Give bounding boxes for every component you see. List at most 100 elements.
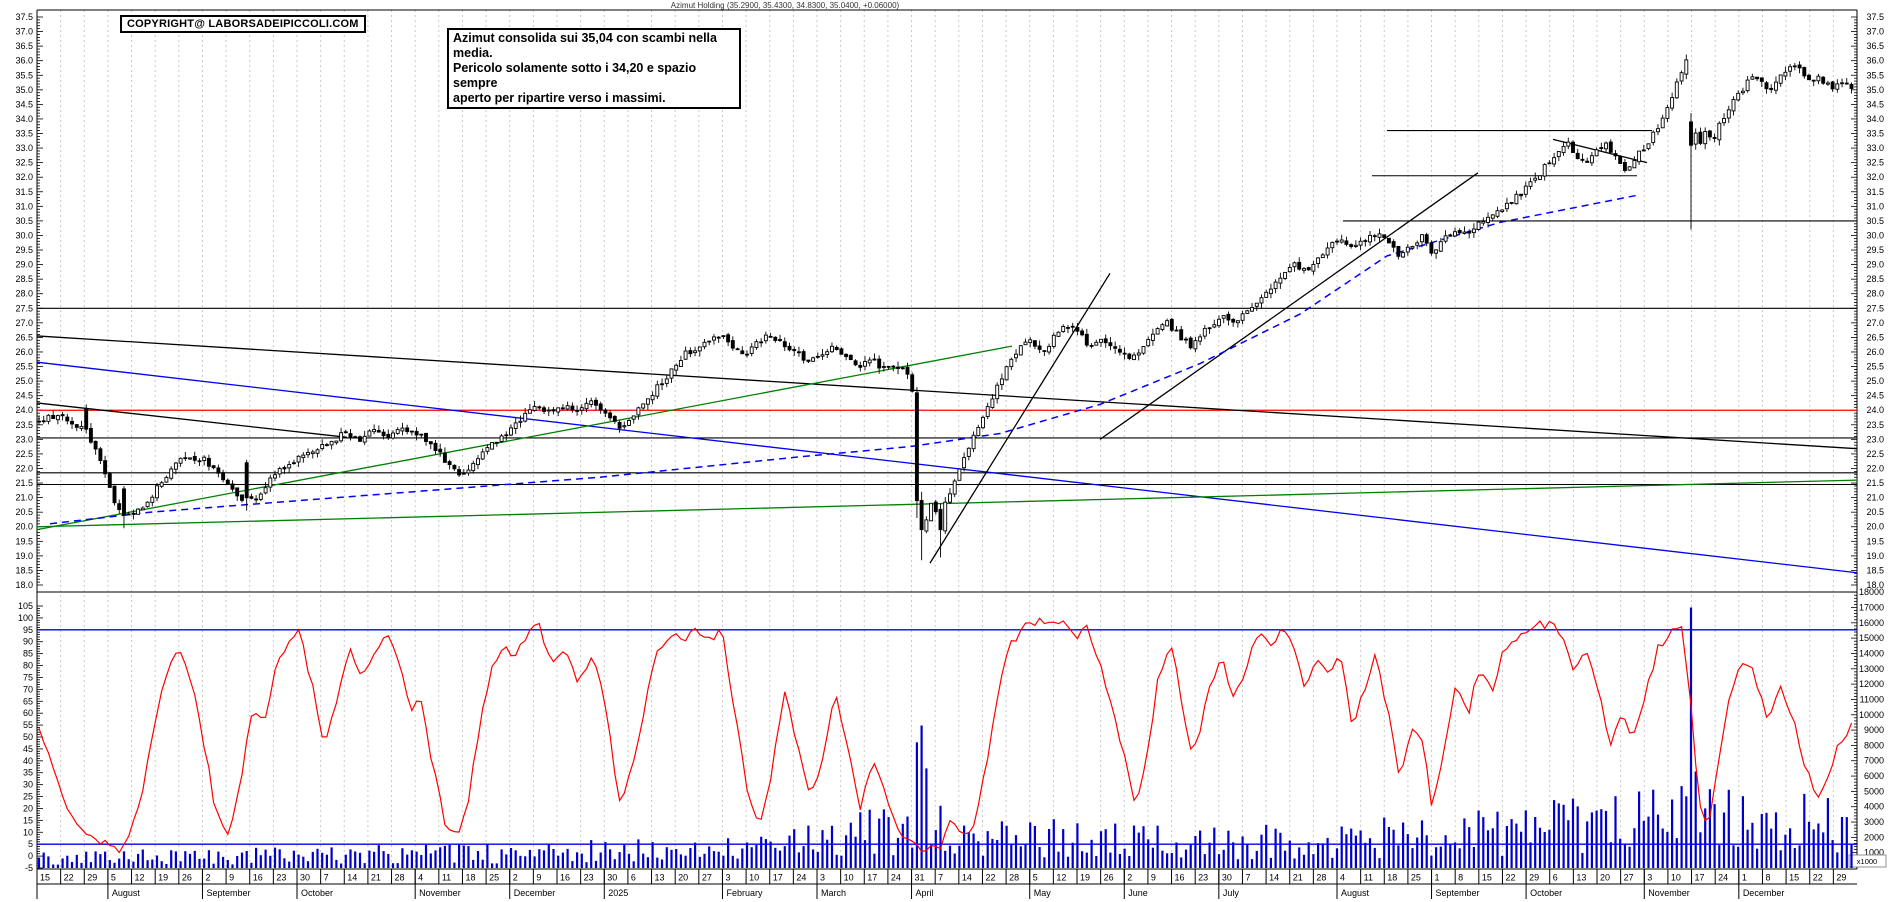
svg-text:August: August: [1341, 888, 1370, 898]
svg-text:30.0: 30.0: [15, 230, 33, 240]
svg-text:60: 60: [23, 708, 33, 718]
svg-text:21: 21: [371, 873, 381, 883]
svg-text:5000: 5000: [1864, 786, 1884, 796]
svg-text:August: August: [112, 888, 141, 898]
svg-text:March: March: [821, 888, 846, 898]
svg-text:37.5: 37.5: [15, 12, 33, 22]
svg-text:50: 50: [23, 732, 33, 742]
svg-text:24: 24: [1718, 873, 1728, 883]
svg-text:13000: 13000: [1859, 664, 1884, 674]
svg-text:20: 20: [1600, 873, 1610, 883]
svg-text:26.0: 26.0: [15, 347, 33, 357]
svg-text:23: 23: [1198, 873, 1208, 883]
svg-text:95: 95: [23, 625, 33, 635]
svg-text:27.0: 27.0: [1866, 318, 1884, 328]
svg-text:3000: 3000: [1864, 817, 1884, 827]
svg-text:23.0: 23.0: [1866, 434, 1884, 444]
price-axis: 18.0 18.0 18.5 18.5 19.0 19.0 19.5 19.5 20.0 20.0…: [15, 12, 1884, 590]
svg-text:30.5: 30.5: [15, 216, 33, 226]
svg-text:34.0: 34.0: [15, 114, 33, 124]
svg-text:34.0: 34.0: [1866, 114, 1884, 124]
svg-text:October: October: [301, 888, 333, 898]
svg-text:15000: 15000: [1859, 633, 1884, 643]
svg-text:15: 15: [1789, 873, 1799, 883]
svg-text:15: 15: [1482, 873, 1492, 883]
svg-text:29: 29: [1529, 873, 1539, 883]
svg-text:24: 24: [796, 873, 806, 883]
svg-text:25.5: 25.5: [15, 362, 33, 372]
svg-text:40: 40: [23, 756, 33, 766]
svg-text:23.0: 23.0: [15, 434, 33, 444]
svg-text:7: 7: [938, 873, 943, 883]
svg-text:28.5: 28.5: [15, 274, 33, 284]
svg-text:8: 8: [1765, 873, 1770, 883]
svg-text:14: 14: [962, 873, 972, 883]
copyright-box: COPYRIGHT@ LABORSADEIPICCOLI.COM: [120, 15, 366, 33]
svg-text:22: 22: [64, 873, 74, 883]
svg-text:12: 12: [1056, 873, 1066, 883]
svg-text:34.5: 34.5: [1866, 99, 1884, 109]
svg-text:23: 23: [584, 873, 594, 883]
svg-text:5: 5: [1033, 873, 1038, 883]
svg-text:November: November: [419, 888, 461, 898]
svg-text:20.0: 20.0: [1866, 522, 1884, 532]
svg-text:27: 27: [702, 873, 712, 883]
svg-text:31.5: 31.5: [1866, 187, 1884, 197]
svg-text:85: 85: [23, 649, 33, 659]
svg-text:26.0: 26.0: [1866, 347, 1884, 357]
svg-text:33.0: 33.0: [15, 143, 33, 153]
svg-text:33.5: 33.5: [15, 129, 33, 139]
svg-text:21.0: 21.0: [15, 493, 33, 503]
svg-text:35: 35: [23, 768, 33, 778]
svg-text:17: 17: [1695, 873, 1705, 883]
svg-text:18.0: 18.0: [1866, 580, 1884, 590]
svg-text:30: 30: [1222, 873, 1232, 883]
svg-text:4: 4: [1340, 873, 1345, 883]
svg-text:29.5: 29.5: [15, 245, 33, 255]
svg-text:10: 10: [844, 873, 854, 883]
svg-text:2025: 2025: [608, 888, 628, 898]
svg-text:29.0: 29.0: [1866, 260, 1884, 270]
svg-text:37.0: 37.0: [15, 27, 33, 37]
svg-text:28.0: 28.0: [1866, 289, 1884, 299]
svg-text:17000: 17000: [1859, 602, 1884, 612]
svg-text:35.5: 35.5: [15, 70, 33, 80]
svg-text:33.0: 33.0: [1866, 143, 1884, 153]
svg-text:9: 9: [229, 873, 234, 883]
svg-text:2000: 2000: [1864, 832, 1884, 842]
candlestick-series: [37, 54, 1854, 561]
svg-text:80: 80: [23, 661, 33, 671]
svg-text:22.0: 22.0: [15, 463, 33, 473]
svg-text:19.0: 19.0: [1866, 551, 1884, 561]
svg-text:7000: 7000: [1864, 756, 1884, 766]
svg-text:33.5: 33.5: [1866, 129, 1884, 139]
svg-text:31.0: 31.0: [15, 201, 33, 211]
svg-text:30.0: 30.0: [1866, 230, 1884, 240]
svg-text:23: 23: [276, 873, 286, 883]
svg-text:22: 22: [1505, 873, 1515, 883]
svg-text:April: April: [916, 888, 934, 898]
svg-text:1000: 1000: [1864, 848, 1884, 858]
svg-text:55: 55: [23, 720, 33, 730]
svg-text:18.5: 18.5: [1866, 565, 1884, 575]
svg-text:6: 6: [631, 873, 636, 883]
panel-frames: [36, 9, 1858, 885]
svg-text:27.5: 27.5: [1866, 303, 1884, 313]
svg-text:22.5: 22.5: [15, 449, 33, 459]
svg-text:26.5: 26.5: [15, 332, 33, 342]
svg-text:5: 5: [111, 873, 116, 883]
svg-text:24.0: 24.0: [1866, 405, 1884, 415]
svg-text:21.0: 21.0: [1866, 493, 1884, 503]
svg-text:70: 70: [23, 684, 33, 694]
svg-text:September: September: [1436, 888, 1480, 898]
svg-text:16: 16: [560, 873, 570, 883]
svg-text:24.0: 24.0: [15, 405, 33, 415]
svg-text:75: 75: [23, 672, 33, 682]
svg-text:90: 90: [23, 637, 33, 647]
svg-text:15: 15: [40, 873, 50, 883]
svg-text:36.0: 36.0: [1866, 56, 1884, 66]
svg-text:23.5: 23.5: [1866, 420, 1884, 430]
svg-text:20: 20: [23, 803, 33, 813]
svg-text:20.5: 20.5: [1866, 507, 1884, 517]
